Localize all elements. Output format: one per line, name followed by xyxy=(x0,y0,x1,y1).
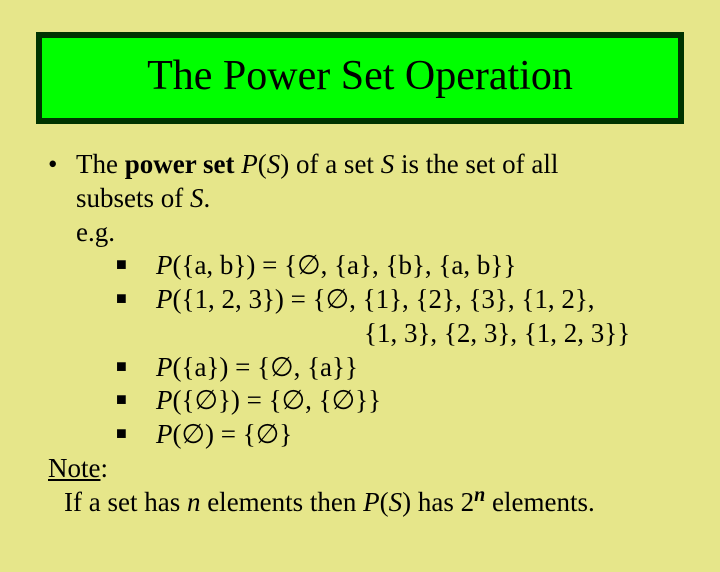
intro-S1: S xyxy=(267,149,281,179)
example-row: ■ P({1, 2, 3}) = {∅, {1}, {2}, {3}, {1, … xyxy=(116,283,682,317)
intro-l2-S: S xyxy=(190,183,204,213)
ex3-rest: ({a}) = {∅, {a}} xyxy=(173,352,358,382)
note-label: Note xyxy=(48,453,100,483)
intro-S2: S xyxy=(381,149,395,179)
example-text: P({a, b}) = {∅, {a}, {b}, {a, b}} xyxy=(156,249,516,283)
example-text: P({∅}) = {∅, {∅}} xyxy=(156,384,381,418)
note-has: has 2 xyxy=(411,487,474,517)
square-bullet-icon: ■ xyxy=(116,418,156,452)
intro-pre: The xyxy=(76,149,125,179)
intro-l2: subsets of xyxy=(76,183,190,213)
examples-list: ■ P({a, b}) = {∅, {a}, {b}, {a, b}} ■ P(… xyxy=(48,249,682,452)
example-text: P({1, 2, 3}) = {∅, {1}, {2}, {3}, {1, 2}… xyxy=(156,283,595,317)
main-bullet-row: • The power set P(S) of a set S is the s… xyxy=(48,148,682,249)
square-bullet-icon: ■ xyxy=(116,249,156,283)
title-box: The Power Set Operation xyxy=(36,32,684,124)
ex4-rest: ({∅}) = {∅, {∅}} xyxy=(173,385,382,415)
example-text: P({a}) = {∅, {a}} xyxy=(156,351,358,385)
ex4-P: P xyxy=(156,385,173,415)
intro-l2-dot: . xyxy=(204,183,211,213)
square-bullet-icon: ■ xyxy=(116,384,156,418)
ex5-rest: (∅) = {∅} xyxy=(173,419,293,449)
note-n1: n xyxy=(187,487,201,517)
bullet-dot-icon: • xyxy=(48,148,76,249)
eg-label: e.g. xyxy=(76,217,115,247)
note-close: ) xyxy=(402,487,411,517)
intro-after: is the set of all xyxy=(394,149,558,179)
note-end: elements. xyxy=(485,487,594,517)
slide-title: The Power Set Operation xyxy=(52,52,668,100)
ex2-P: P xyxy=(156,284,173,314)
note-S: S xyxy=(389,487,403,517)
note-mid: elements then xyxy=(200,487,363,517)
ex1-P: P xyxy=(156,250,173,280)
intro-of: ) of a set xyxy=(280,149,380,179)
note-exponent: n xyxy=(474,484,485,506)
ex3-P: P xyxy=(156,352,173,382)
example-row: ■ P(∅) = {∅} xyxy=(116,418,682,452)
note-block: Note: If a set has n elements then P(S) … xyxy=(48,452,682,520)
note-text: If a set has n elements then P(S) has 2n… xyxy=(48,486,682,520)
ex2-rest: ({1, 2, 3}) = {∅, {1}, {2}, {3}, {1, 2}, xyxy=(173,284,595,314)
ex1-rest: ({a, b}) = {∅, {a}, {b}, {a, b}} xyxy=(173,250,517,280)
example-row: ■ P({∅}) = {∅, {∅}} xyxy=(116,384,682,418)
example-row: ■ P({a, b}) = {∅, {a}, {b}, {a, b}} xyxy=(116,249,682,283)
note-open: ( xyxy=(380,487,389,517)
intro-P: P xyxy=(241,149,258,179)
example-row: ■ P({a}) = {∅, {a}} xyxy=(116,351,682,385)
note-colon: : xyxy=(100,453,108,483)
square-bullet-icon: ■ xyxy=(116,283,156,317)
content-area: • The power set P(S) of a set S is the s… xyxy=(0,124,720,519)
intro-paren-open: ( xyxy=(258,149,267,179)
intro-text: The power set P(S) of a set S is the set… xyxy=(76,148,558,249)
example-text: P(∅) = {∅} xyxy=(156,418,292,452)
note-pre: If a set has xyxy=(64,487,187,517)
note-P: P xyxy=(363,487,380,517)
intro-bold: power set xyxy=(125,149,235,179)
example-continuation: {1, 3}, {2, 3}, {1, 2, 3}} xyxy=(116,317,682,351)
ex5-P: P xyxy=(156,419,173,449)
square-bullet-icon: ■ xyxy=(116,351,156,385)
